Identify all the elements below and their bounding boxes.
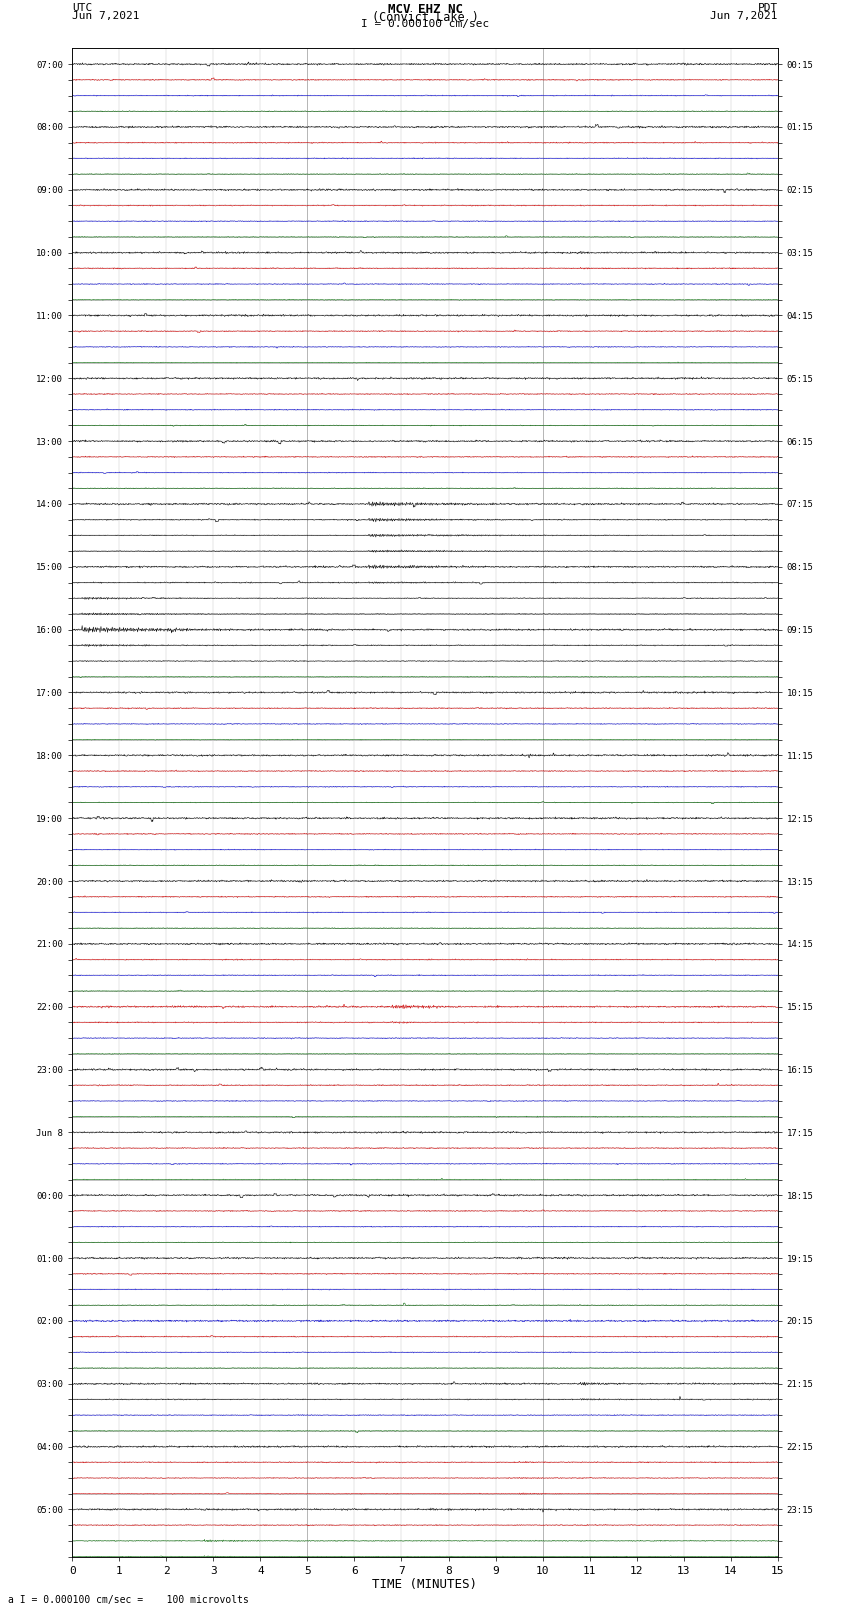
Text: MCV EHZ NC: MCV EHZ NC bbox=[388, 3, 462, 16]
Text: PDT: PDT bbox=[757, 3, 778, 13]
Text: UTC: UTC bbox=[72, 3, 93, 13]
Text: Jun 7,2021: Jun 7,2021 bbox=[711, 11, 778, 21]
Text: (Convict Lake ): (Convict Lake ) bbox=[371, 11, 479, 24]
Text: Jun 7,2021: Jun 7,2021 bbox=[72, 11, 139, 21]
Text: a I = 0.000100 cm/sec =    100 microvolts: a I = 0.000100 cm/sec = 100 microvolts bbox=[8, 1595, 249, 1605]
Text: I = 0.000100 cm/sec: I = 0.000100 cm/sec bbox=[361, 19, 489, 29]
X-axis label: TIME (MINUTES): TIME (MINUTES) bbox=[372, 1579, 478, 1592]
